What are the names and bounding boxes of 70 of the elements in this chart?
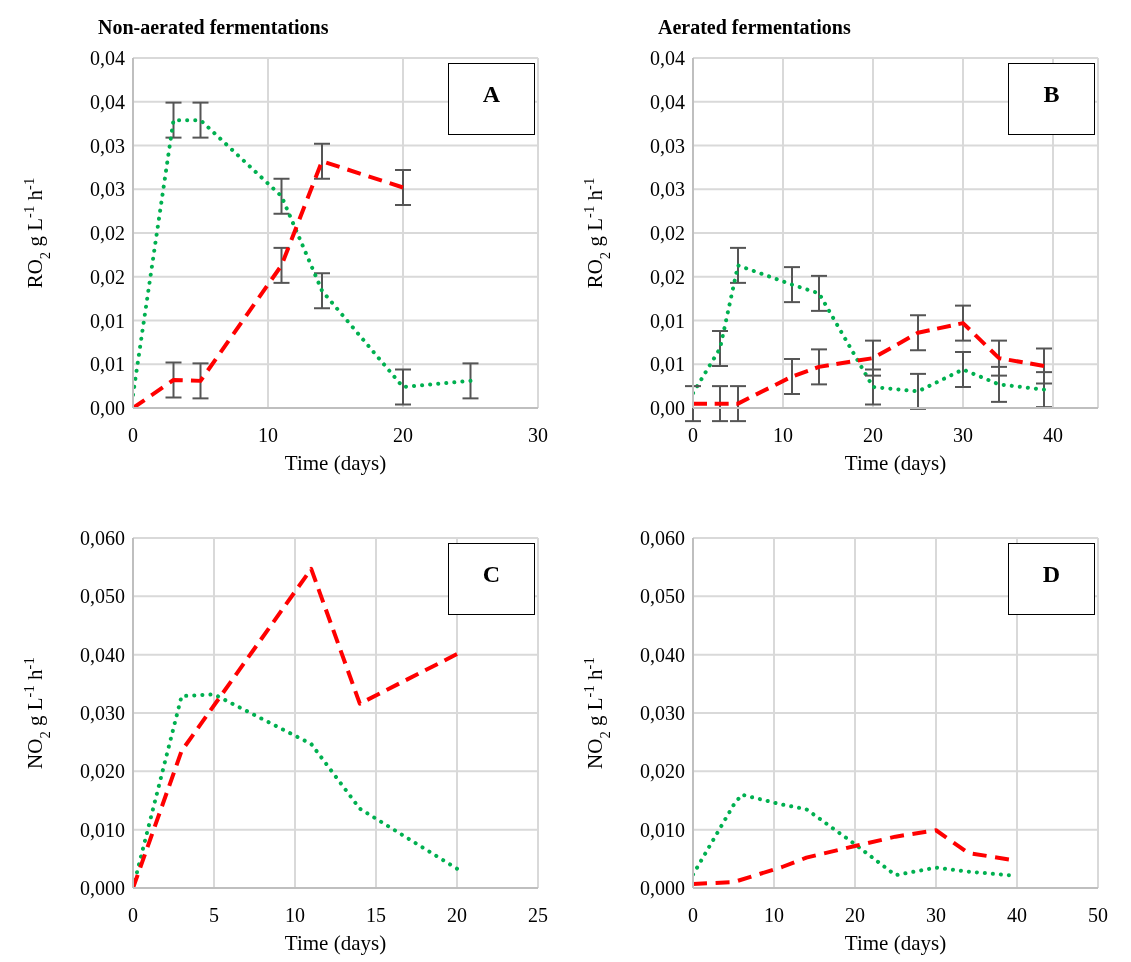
- y-tick-label: 0,030: [640, 702, 685, 725]
- annotation: A: [448, 63, 535, 135]
- y-tick-label: 0,02: [90, 222, 125, 245]
- line-series: [133, 159, 405, 408]
- x-axis-title: Time (days): [284, 931, 387, 955]
- line-series: [133, 566, 459, 888]
- y-tick-label: 0,050: [80, 585, 125, 608]
- y-tick-label: 0,00: [90, 397, 125, 420]
- y-tick-label: 0,01: [90, 353, 125, 376]
- y-tick-label: 0,01: [90, 309, 125, 332]
- y-tick-label: 0,03: [90, 134, 125, 157]
- chart-title: Aerated fermentations: [657, 15, 852, 40]
- x-axis-title: Time (days): [844, 451, 947, 475]
- y-tick-label: 0,02: [90, 265, 125, 288]
- y-tick-label: 0,000: [640, 877, 685, 900]
- y-tick-label: 0,04: [90, 47, 125, 70]
- x-tick-label: 0: [128, 904, 138, 927]
- y-tick-label: 0,02: [650, 265, 685, 288]
- y-tick-label: 0,040: [80, 643, 125, 666]
- line-series: [133, 118, 473, 397]
- line-series: [693, 263, 1046, 396]
- y-tick-label: 0,010: [80, 818, 125, 841]
- y-tick-label: 0,02: [650, 222, 685, 245]
- y-tick-label: 0,03: [90, 178, 125, 201]
- x-tick-label: 10: [764, 904, 784, 927]
- line-series: [693, 321, 1046, 406]
- line-series: [693, 828, 1011, 886]
- x-tick-label: 15: [366, 904, 386, 927]
- x-tick-label: 10: [258, 424, 278, 447]
- y-tick-label: 0,060: [80, 527, 125, 550]
- x-tick-label: 30: [953, 424, 973, 447]
- x-tick-label: 30: [926, 904, 946, 927]
- y-tick-label: 0,04: [650, 90, 685, 113]
- y-tick-label: 0,020: [80, 760, 125, 783]
- y-tick-label: 0,03: [650, 178, 685, 201]
- line-series: [693, 792, 1011, 878]
- y-tick-label: 0,060: [640, 527, 685, 550]
- annotation: B: [1008, 63, 1095, 135]
- y-tick-label: 0,020: [640, 760, 685, 783]
- x-tick-label: 20: [863, 424, 883, 447]
- y-tick-label: 0,030: [80, 702, 125, 725]
- y-tick-label: 0,00: [650, 397, 685, 420]
- y-tick-label: 0,01: [650, 353, 685, 376]
- x-axis-title: Time (days): [844, 931, 947, 955]
- x-tick-label: 20: [845, 904, 865, 927]
- y-tick-label: 0,010: [640, 818, 685, 841]
- x-tick-label: 0: [128, 424, 138, 447]
- y-tick-label: 0,04: [90, 90, 125, 113]
- y-tick-label: 0,040: [640, 643, 685, 666]
- x-tick-label: 30: [528, 424, 548, 447]
- y-tick-label: 0,04: [650, 47, 685, 70]
- x-tick-label: 20: [447, 904, 467, 927]
- x-tick-label: 20: [393, 424, 413, 447]
- x-tick-label: 10: [773, 424, 793, 447]
- annotation: D: [1008, 543, 1095, 615]
- annotation: C: [448, 543, 535, 615]
- x-axis-title: Time (days): [284, 451, 387, 475]
- y-tick-label: 0,000: [80, 877, 125, 900]
- x-tick-label: 25: [528, 904, 548, 927]
- x-tick-label: 40: [1007, 904, 1027, 927]
- x-tick-label: 10: [285, 904, 305, 927]
- x-tick-label: 40: [1043, 424, 1063, 447]
- x-tick-label: 50: [1088, 904, 1108, 927]
- x-tick-label: 0: [688, 904, 698, 927]
- chart-title: Non-aerated fermentations: [97, 15, 330, 40]
- x-tick-label: 0: [688, 424, 698, 447]
- y-tick-label: 0,01: [650, 309, 685, 332]
- y-tick-label: 0,050: [640, 585, 685, 608]
- x-tick-label: 5: [209, 904, 219, 927]
- y-tick-label: 0,03: [650, 134, 685, 157]
